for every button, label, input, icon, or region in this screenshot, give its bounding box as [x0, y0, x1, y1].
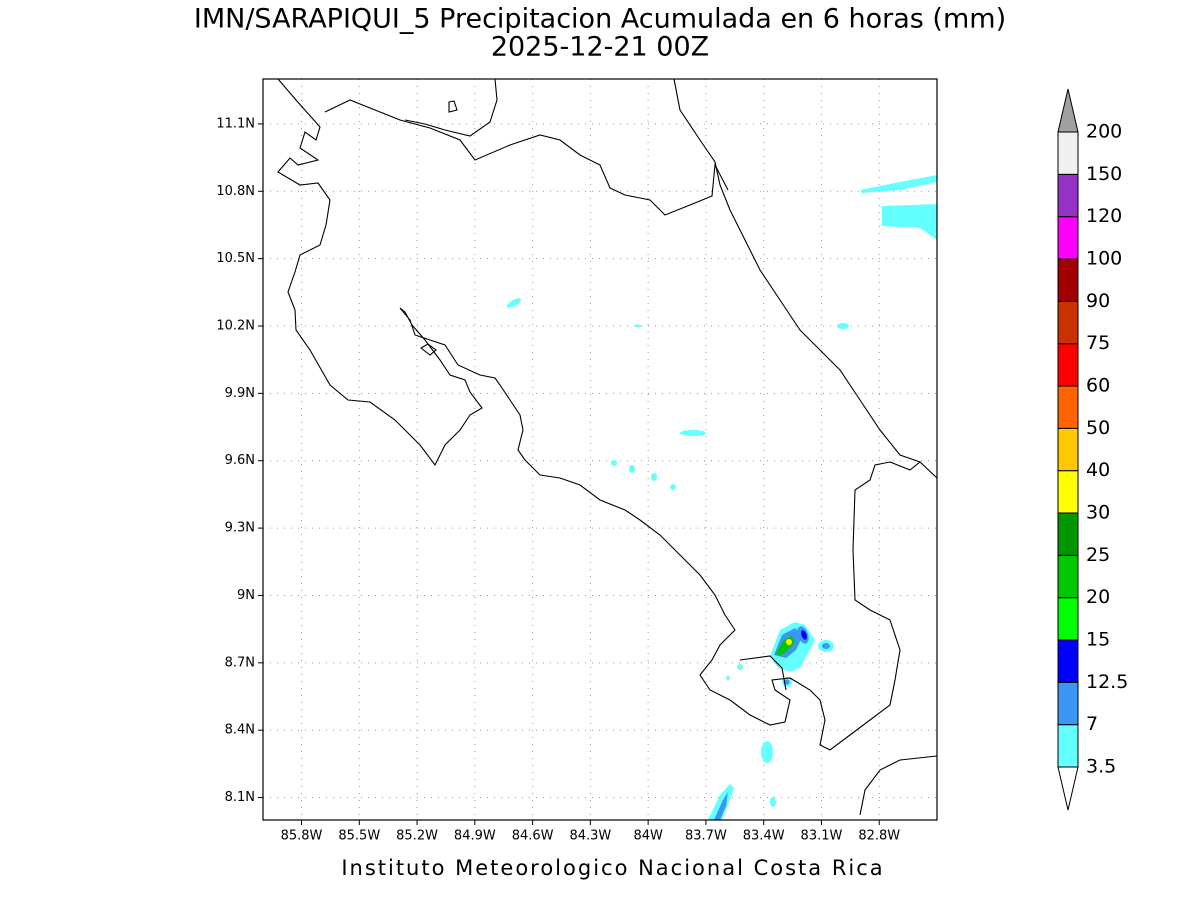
colorbar-label: 40	[1086, 459, 1110, 481]
colorbar-under	[1057, 766, 1079, 811]
colorbar-label: 100	[1086, 248, 1122, 270]
colorbar-box	[1057, 639, 1079, 683]
lon-tick-label: 84.9W	[454, 829, 496, 844]
colorbar-label: 60	[1086, 375, 1110, 397]
lat-tick-label: 8.1N	[225, 790, 255, 805]
lat-tick-label: 8.4N	[225, 723, 255, 738]
map-subtitle: 2025-12-21 00Z	[491, 32, 709, 63]
lon-tick-label: 84.3W	[569, 829, 611, 844]
colorbar: 3.5 7 12.5 15 20 25 30 40 50 60 75 90 100 120 150 200	[1057, 88, 1128, 811]
lon-tick-label: 84.6W	[512, 829, 554, 844]
lon-tick-label: 83.4W	[743, 829, 785, 844]
map-frame	[262, 78, 938, 821]
grid	[258, 79, 937, 825]
colorbar-box	[1057, 597, 1079, 641]
colorbar-label: 20	[1086, 586, 1110, 608]
lat-tick-label: 9.3N	[225, 521, 255, 536]
colorbar-label: 15	[1086, 629, 1110, 651]
colorbar-label: 200	[1086, 121, 1122, 143]
colorbar-box	[1057, 343, 1079, 387]
colorbar-box	[1057, 554, 1079, 599]
colorbar-label: 150	[1086, 163, 1122, 185]
lat-tick-label: 9N	[237, 588, 255, 603]
colorbar-box	[1057, 724, 1079, 768]
precipitation	[506, 175, 937, 820]
lat-tick-label: 9.9N	[225, 386, 255, 401]
footer: Instituto Meteorologico Nacional Costa R…	[341, 856, 884, 880]
colorbar-box	[1057, 385, 1079, 429]
lon-tick-label: 85.8W	[281, 829, 323, 844]
lon-tick-label: 84W	[633, 829, 663, 844]
lat-tick-label: 10.5N	[216, 251, 255, 266]
lat-tick-label: 9.6N	[225, 453, 255, 468]
lat-tick-label: 10.8N	[216, 184, 255, 199]
colorbar-box	[1057, 512, 1079, 556]
colorbar-box	[1057, 173, 1079, 218]
colorbar-box	[1057, 427, 1079, 472]
coastlines	[277, 78, 938, 816]
lon-tick-label: 85.5W	[338, 829, 380, 844]
colorbar-label: 50	[1086, 417, 1110, 439]
colorbar-box	[1057, 470, 1079, 514]
lon-tick-label: 83.1W	[801, 829, 843, 844]
lat-tick-label: 11.1N	[216, 116, 255, 131]
lat-tick-label: 10.2N	[216, 319, 255, 334]
colorbar-label: 25	[1086, 544, 1110, 566]
colorbar-over	[1057, 88, 1079, 133]
colorbar-box	[1057, 681, 1079, 726]
colorbar-label: 30	[1086, 502, 1110, 524]
colorbar-label: 7	[1086, 713, 1098, 735]
colorbar-label: 90	[1086, 290, 1110, 312]
colorbar-label: 120	[1086, 205, 1122, 227]
colorbar-box	[1057, 216, 1079, 260]
lon-tick-label: 82.8W	[858, 829, 900, 844]
colorbar-box	[1057, 300, 1079, 345]
lat-tick-label: 8.7N	[225, 655, 255, 670]
lon-tick-label: 85.2W	[396, 829, 438, 844]
lon-tick-label: 83.7W	[685, 829, 727, 844]
colorbar-label: 75	[1086, 332, 1110, 354]
colorbar-box	[1057, 131, 1079, 175]
colorbar-box	[1057, 258, 1079, 302]
map-title: IMN/SARAPIQUI_5 Precipitacion Acumulada …	[194, 4, 1006, 35]
colorbar-label: 12.5	[1086, 671, 1128, 693]
colorbar-label: 3.5	[1086, 756, 1116, 778]
